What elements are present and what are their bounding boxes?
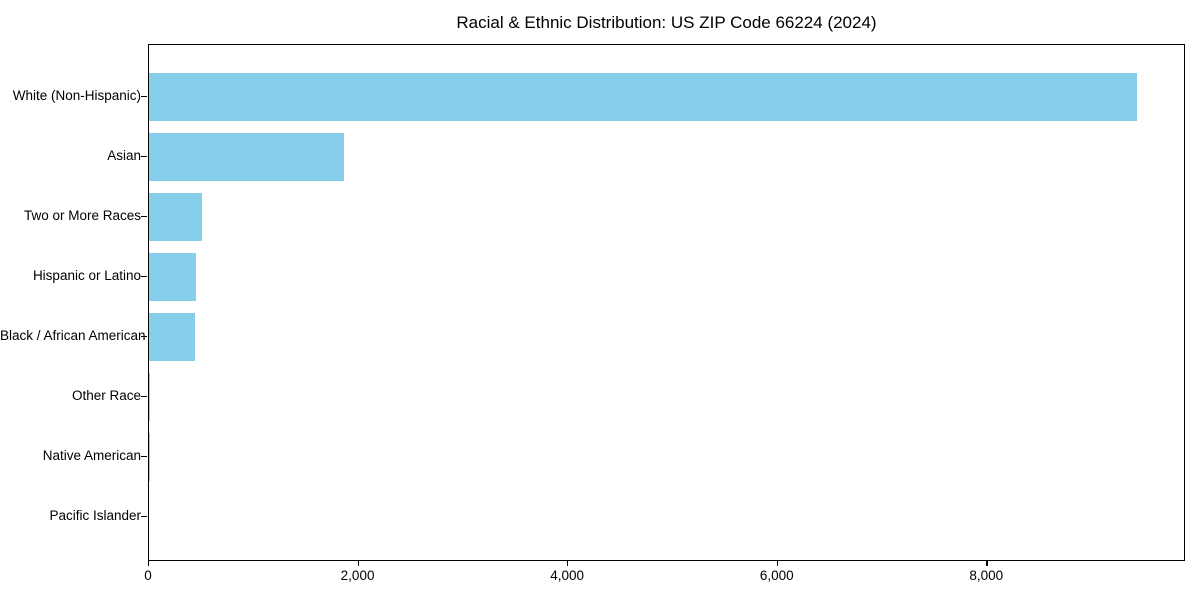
y-tick (141, 96, 147, 98)
bar (149, 373, 151, 421)
y-tick-label: Other Race (71, 388, 141, 403)
y-tick (141, 216, 147, 218)
bar (149, 253, 196, 301)
x-tick (567, 561, 569, 566)
y-tick (141, 156, 147, 158)
x-tick (986, 561, 988, 566)
y-tick-label: Black / African American (0, 328, 146, 343)
x-tick-label: 0 (144, 568, 152, 583)
chart-title: Racial & Ethnic Distribution: US ZIP Cod… (456, 13, 877, 32)
x-tick-label: 8,000 (969, 568, 1004, 583)
y-tick-label: White (Non-Hispanic) (12, 88, 141, 103)
y-tick-label: Pacific Islander (49, 508, 141, 523)
bar (149, 193, 203, 241)
bar (149, 73, 1138, 121)
y-tick (141, 516, 147, 518)
y-tick-label: Asian (107, 148, 141, 163)
x-tick-label: 4,000 (550, 568, 585, 583)
bar (149, 133, 344, 181)
y-tick (141, 396, 147, 398)
y-tick (141, 456, 147, 458)
x-tick (776, 561, 779, 566)
x-tick-label: 2,000 (340, 568, 375, 583)
y-tick (141, 276, 147, 278)
plot-area (148, 44, 1185, 561)
y-tick-label: Hispanic or Latino (32, 268, 141, 283)
bar (149, 313, 195, 361)
x-tick (357, 561, 359, 566)
x-tick-label: 6,000 (759, 568, 794, 583)
y-tick (141, 336, 147, 338)
y-tick-label: Two or More Races (23, 208, 141, 223)
x-tick (148, 561, 150, 566)
y-tick-label: Native American (42, 448, 141, 463)
